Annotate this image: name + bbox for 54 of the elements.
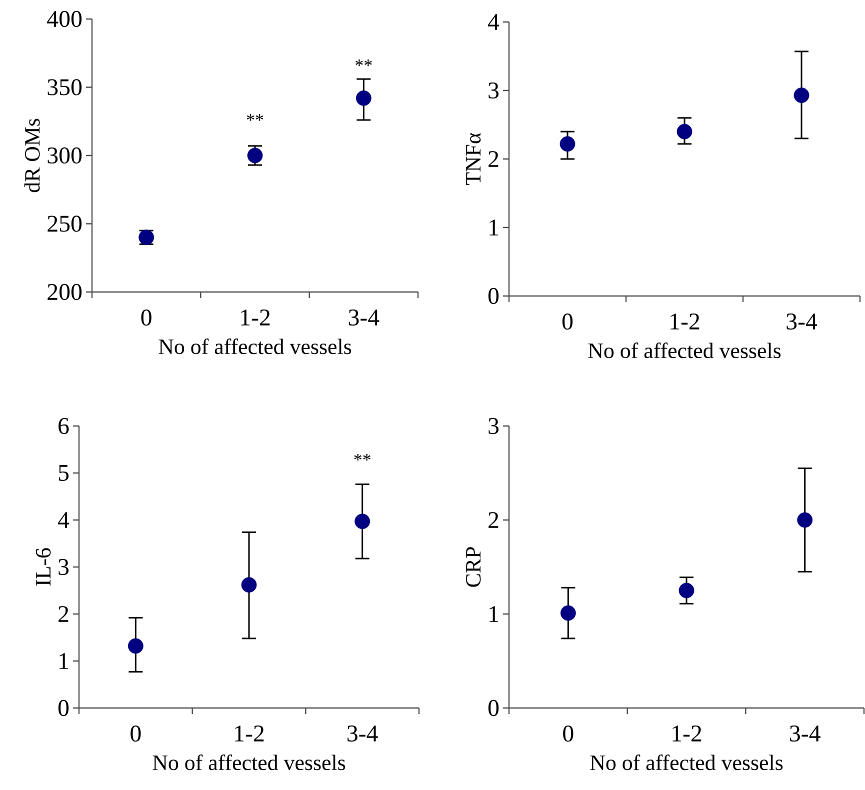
- x-tick-label: 1-2: [672, 726, 702, 742]
- y-tick-label: 1: [60, 653, 68, 669]
- y-tick-label: 5: [58, 465, 69, 481]
- y-tick-label: 3: [58, 558, 69, 576]
- point: [676, 124, 692, 140]
- y-tick-label: 3: [488, 418, 499, 434]
- y-tick-label: 350: [48, 79, 82, 96]
- annotation: **: [354, 454, 370, 461]
- x-axis-title: No of affected vessels: [590, 754, 783, 770]
- y-tick-label: 3: [488, 82, 499, 99]
- point: [128, 638, 144, 654]
- y-tick-label: 4: [488, 14, 500, 30]
- point: [356, 90, 372, 106]
- x-tick-label: 3-4: [790, 726, 820, 742]
- y-axis-title: CRP: [466, 547, 481, 587]
- y-axis-title: dR OMs: [24, 118, 40, 192]
- y-tick-label: 1: [490, 220, 498, 236]
- annotation: **: [246, 114, 264, 121]
- y-tick-label: 2: [488, 151, 498, 167]
- x-tick-label: 3-4: [786, 314, 818, 330]
- y-tick-label: 6: [58, 418, 69, 434]
- y-tick-label: 400: [47, 10, 82, 28]
- x-tick-label: 0: [563, 726, 574, 742]
- y-tick-label: 0: [58, 700, 69, 716]
- y-tick-label: 0: [488, 288, 499, 304]
- x-tick-label: 3-4: [348, 726, 378, 742]
- y-tick-label: 4: [58, 512, 70, 528]
- x-axis-title: No of affected vessels: [158, 338, 352, 354]
- point: [560, 136, 576, 152]
- x-tick-label: 1-2: [235, 726, 264, 742]
- point: [560, 605, 576, 621]
- x-tick-label: 1-2: [241, 310, 270, 326]
- x-tick-label: 0: [141, 310, 152, 326]
- y-tick-label: 250: [48, 216, 82, 232]
- y-tick-label: 0: [488, 700, 499, 716]
- x-tick-label: 0: [130, 726, 141, 742]
- point: [241, 577, 257, 593]
- y-axis-title: IL-6: [36, 548, 51, 586]
- y-tick-label: 2: [488, 512, 498, 528]
- y-tick-label: 1: [490, 606, 498, 622]
- point: [797, 512, 813, 528]
- x-tick-label: 1-2: [670, 314, 700, 330]
- y-tick-label: 200: [48, 284, 82, 300]
- point: [794, 88, 810, 103]
- x-tick-label: 3-4: [348, 310, 380, 326]
- x-axis-title: No of affected vessels: [152, 754, 346, 770]
- y-axis-title: TNFα: [466, 133, 481, 186]
- x-tick-label: 0: [562, 314, 573, 330]
- point: [678, 582, 694, 598]
- x-axis-title: No of affected vessels: [588, 342, 781, 358]
- y-tick-label: 300: [48, 147, 82, 164]
- annotation: **: [356, 60, 372, 66]
- y-tick-label: 2: [58, 606, 68, 622]
- point: [354, 514, 370, 530]
